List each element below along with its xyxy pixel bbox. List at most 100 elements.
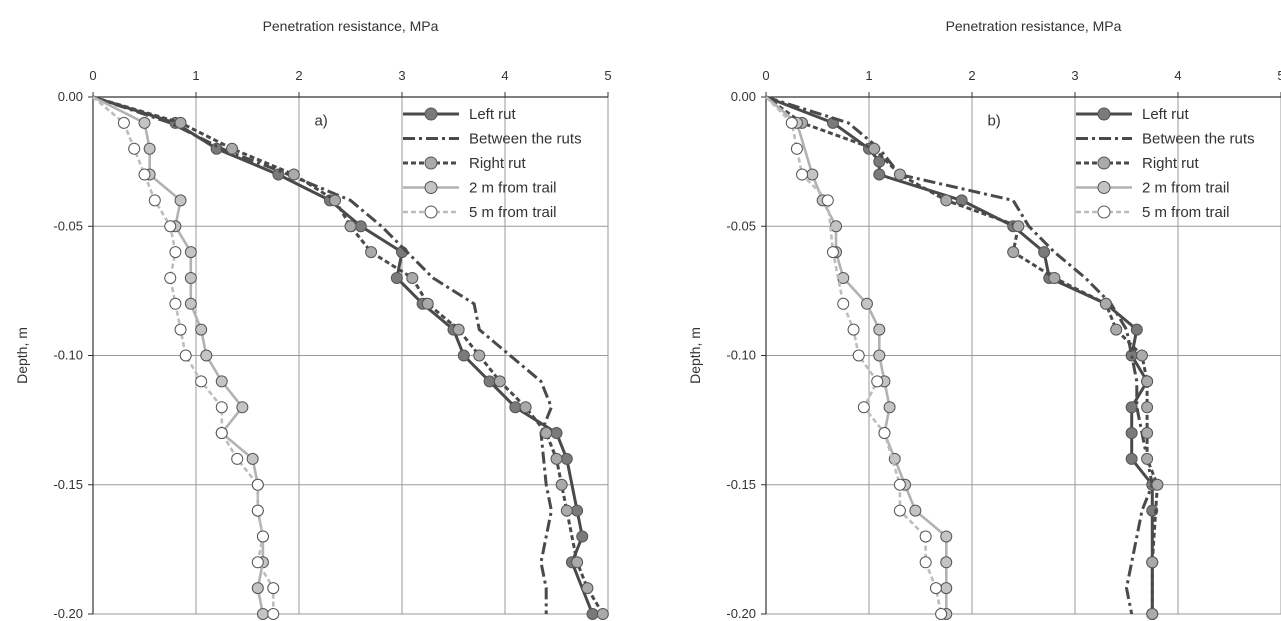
x-tick-label: 5 (604, 68, 611, 83)
x-axis-title: Penetration resistance, MPa (263, 18, 439, 34)
data-point (226, 142, 239, 155)
data-point (852, 349, 865, 362)
data-point (138, 168, 151, 181)
data-point (164, 220, 177, 233)
data-point (1146, 608, 1159, 620)
legend-marker (424, 181, 438, 194)
legend-marker (424, 156, 438, 170)
data-point (871, 375, 884, 388)
data-point (174, 194, 187, 207)
panel-b: 0 1 2 3 4 5 0.00 -0.05 -0.10 -0.15 -0.20 Penetratio… (687, 18, 1281, 621)
data-point (179, 349, 192, 362)
data-point (940, 530, 953, 543)
data-point (169, 297, 182, 310)
data-point (873, 155, 886, 168)
data-point (940, 556, 953, 569)
panel-label: a) (314, 112, 327, 129)
legend-label: Right rut (469, 155, 527, 172)
data-point (893, 504, 906, 517)
series-between-the-ruts (92, 95, 553, 614)
data-point (940, 582, 953, 595)
data-point (1012, 220, 1025, 233)
y-axis-title: Depth, m (14, 327, 30, 384)
data-point (576, 530, 589, 543)
panel-label: b) (987, 112, 1000, 129)
data-point (509, 401, 522, 414)
data-point (790, 142, 803, 155)
data-point (1151, 478, 1164, 491)
data-point (868, 142, 881, 155)
y-axis-title: Depth, m (687, 327, 703, 384)
data-point (560, 504, 573, 517)
data-point (830, 220, 843, 233)
legend-label: Left rut (469, 106, 517, 123)
data-point (837, 297, 850, 310)
data-point (821, 194, 834, 207)
data-point (184, 297, 197, 310)
x-tick-label: 1 (865, 68, 872, 83)
legend-marker (1097, 205, 1111, 219)
data-point (251, 478, 264, 491)
data-point (1141, 375, 1154, 388)
y-tick-label: -0.05 (53, 218, 83, 233)
data-point (1125, 452, 1138, 465)
data-point (919, 556, 932, 569)
data-point (493, 375, 506, 388)
data-point (215, 401, 228, 414)
y-tick-label: 0.00 (731, 89, 756, 104)
data-point (138, 116, 151, 129)
data-point (287, 168, 300, 181)
data-point (1141, 401, 1154, 414)
data-point (215, 375, 228, 388)
x-tick-label: 5 (1277, 68, 1281, 83)
data-point (251, 556, 264, 569)
data-point (256, 530, 269, 543)
series-left-rut (92, 95, 599, 620)
series-right-rut (92, 95, 609, 620)
x-tick-label: 4 (1174, 68, 1181, 83)
data-point (1007, 246, 1020, 259)
data-point (1146, 556, 1159, 569)
data-point (344, 220, 357, 233)
legend-marker (424, 107, 438, 121)
data-point (1099, 297, 1112, 310)
data-point (195, 323, 208, 336)
data-point (909, 504, 922, 517)
legend-marker (424, 205, 438, 219)
data-point (164, 271, 177, 284)
data-point (929, 582, 942, 595)
data-point (267, 582, 280, 595)
data-point (246, 452, 259, 465)
data-point (893, 168, 906, 181)
legend: Left rut Between the ruts Right rut 2 m fro… (1076, 106, 1255, 221)
data-point (354, 220, 367, 233)
legend-label: Right rut (1142, 155, 1200, 172)
y-tick-label: -0.15 (726, 477, 756, 492)
y-tick-label: -0.05 (726, 218, 756, 233)
series-5-m-from-trail (765, 96, 948, 620)
data-point (873, 323, 886, 336)
data-point (935, 608, 948, 620)
data-point (893, 478, 906, 491)
y-tick-label: -0.20 (53, 606, 83, 621)
data-point (873, 168, 886, 181)
data-point (540, 427, 553, 440)
data-point (390, 271, 403, 284)
data-point (236, 401, 249, 414)
data-point (847, 323, 860, 336)
data-point (883, 401, 896, 414)
series-right-rut (765, 95, 1164, 620)
data-point (571, 504, 584, 517)
data-point (955, 194, 968, 207)
data-point (860, 297, 873, 310)
data-point (1125, 401, 1138, 414)
data-point (473, 349, 486, 362)
data-point (785, 116, 798, 129)
legend-label: 5 m from trail (1142, 204, 1230, 221)
data-point (174, 323, 187, 336)
x-tick-label: 0 (89, 68, 96, 83)
data-point (169, 246, 182, 259)
legend: Left rut Between the ruts Right rut 2 m fro… (403, 106, 582, 221)
data-point (519, 401, 532, 414)
data-point (251, 582, 264, 595)
